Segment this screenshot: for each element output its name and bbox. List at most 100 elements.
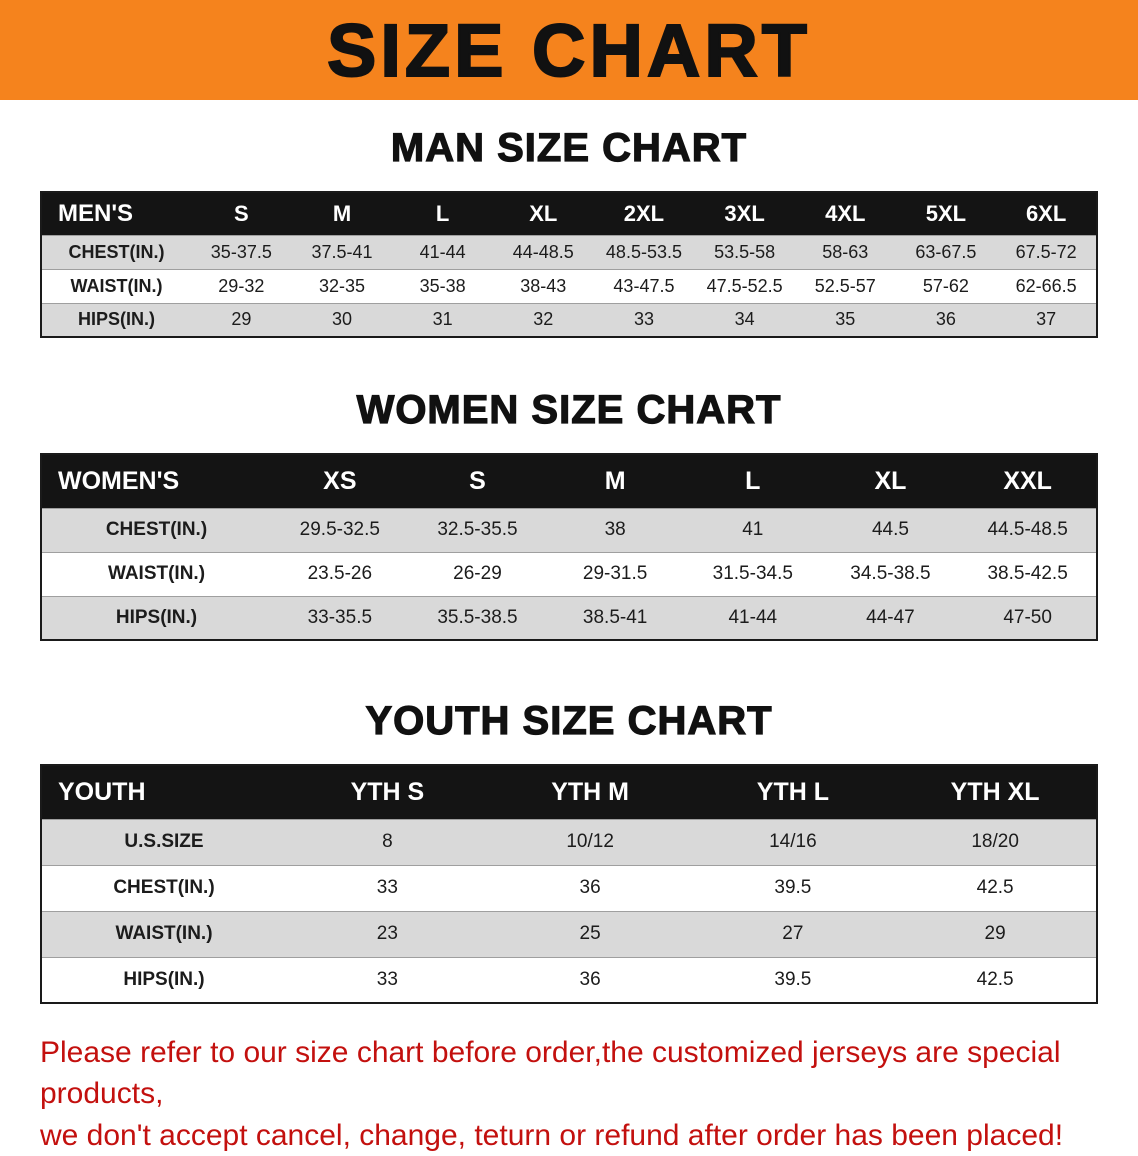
table-row: CHEST(IN.) 35-37.5 37.5-41 41-44 44-48.5… bbox=[41, 235, 1097, 269]
column-header: L bbox=[683, 454, 822, 508]
table-cell: 48.5-53.5 bbox=[593, 235, 695, 269]
table-cell: 44.5 bbox=[821, 508, 960, 552]
column-header: 2XL bbox=[593, 192, 695, 235]
table-row: WAIST(IN.) 29-32 32-35 35-38 38-43 43-47… bbox=[41, 269, 1097, 303]
table-row: HIPS(IN.) 33 36 39.5 42.5 bbox=[41, 957, 1097, 1003]
table-cell: 32.5-35.5 bbox=[408, 508, 547, 552]
table-cell: 35 bbox=[794, 303, 896, 337]
table-cell: 42.5 bbox=[894, 957, 1097, 1003]
column-header: XXL bbox=[959, 454, 1097, 508]
row-label: HIPS(IN.) bbox=[41, 303, 191, 337]
column-header: 4XL bbox=[794, 192, 896, 235]
column-header: WOMEN'S bbox=[41, 454, 271, 508]
row-label: WAIST(IN.) bbox=[41, 269, 191, 303]
column-header: XS bbox=[271, 454, 409, 508]
table-row: U.S.SIZE 8 10/12 14/16 18/20 bbox=[41, 819, 1097, 865]
column-header: S bbox=[408, 454, 547, 508]
table-cell: 47.5-52.5 bbox=[694, 269, 795, 303]
table-cell: 38 bbox=[546, 508, 684, 552]
table-cell: 43-47.5 bbox=[593, 269, 695, 303]
table-row: HIPS(IN.) 33-35.5 35.5-38.5 38.5-41 41-4… bbox=[41, 596, 1097, 640]
table-cell: 29-32 bbox=[191, 269, 292, 303]
table-cell: 34.5-38.5 bbox=[821, 552, 960, 596]
column-header: YTH XL bbox=[894, 765, 1097, 819]
table-cell: 33 bbox=[286, 957, 489, 1003]
table-cell: 33-35.5 bbox=[271, 596, 409, 640]
disclaimer-line-1: Please refer to our size chart before or… bbox=[40, 1036, 1061, 1111]
table-cell: 10/12 bbox=[488, 819, 692, 865]
table-cell: 23.5-26 bbox=[271, 552, 409, 596]
table-cell: 29.5-32.5 bbox=[271, 508, 409, 552]
table-cell: 33 bbox=[593, 303, 695, 337]
table-row: WAIST(IN.) 23 25 27 29 bbox=[41, 911, 1097, 957]
table-cell: 42.5 bbox=[894, 865, 1097, 911]
table-cell: 8 bbox=[286, 819, 489, 865]
table-cell: 38.5-41 bbox=[546, 596, 684, 640]
table-cell: 36 bbox=[895, 303, 997, 337]
column-header: 3XL bbox=[694, 192, 795, 235]
table-cell: 34 bbox=[694, 303, 795, 337]
column-header: YTH S bbox=[286, 765, 489, 819]
row-label: HIPS(IN.) bbox=[41, 596, 271, 640]
table-row: WAIST(IN.) 23.5-26 26-29 29-31.5 31.5-34… bbox=[41, 552, 1097, 596]
men-size-table: MEN'S S M L XL 2XL 3XL 4XL 5XL 6XL CHEST… bbox=[40, 191, 1098, 338]
row-label: WAIST(IN.) bbox=[41, 552, 271, 596]
banner-title: SIZE CHART bbox=[326, 8, 811, 93]
banner: SIZE CHART bbox=[0, 0, 1138, 100]
table-cell: 38.5-42.5 bbox=[959, 552, 1097, 596]
women-section-heading: WOMEN SIZE CHART bbox=[356, 387, 782, 432]
table-cell: 41-44 bbox=[683, 596, 822, 640]
youth-size-table: YOUTH YTH S YTH M YTH L YTH XL U.S.SIZE … bbox=[40, 764, 1098, 1004]
table-cell: 37.5-41 bbox=[291, 235, 393, 269]
table-row: CHEST(IN.) 33 36 39.5 42.5 bbox=[41, 865, 1097, 911]
column-header: 5XL bbox=[895, 192, 997, 235]
table-cell: 62-66.5 bbox=[996, 269, 1097, 303]
table-cell: 31.5-34.5 bbox=[683, 552, 822, 596]
table-cell: 35-37.5 bbox=[191, 235, 292, 269]
table-cell: 39.5 bbox=[691, 957, 895, 1003]
column-header: XL bbox=[821, 454, 960, 508]
youth-header-row: YOUTH YTH S YTH M YTH L YTH XL bbox=[41, 765, 1097, 819]
table-cell: 30 bbox=[291, 303, 393, 337]
table-cell: 14/16 bbox=[691, 819, 895, 865]
women-size-table: WOMEN'S XS S M L XL XXL CHEST(IN.) 29.5-… bbox=[40, 453, 1098, 641]
table-cell: 47-50 bbox=[959, 596, 1097, 640]
table-cell: 44-48.5 bbox=[492, 235, 594, 269]
table-cell: 52.5-57 bbox=[794, 269, 896, 303]
table-cell: 18/20 bbox=[894, 819, 1097, 865]
table-cell: 32-35 bbox=[291, 269, 393, 303]
table-cell: 39.5 bbox=[691, 865, 895, 911]
table-cell: 44.5-48.5 bbox=[959, 508, 1097, 552]
table-cell: 33 bbox=[286, 865, 489, 911]
table-cell: 57-62 bbox=[895, 269, 997, 303]
table-cell: 25 bbox=[488, 911, 692, 957]
column-header: YTH L bbox=[691, 765, 895, 819]
table-cell: 27 bbox=[691, 911, 895, 957]
table-cell: 44-47 bbox=[821, 596, 960, 640]
table-row: HIPS(IN.) 29 30 31 32 33 34 35 36 37 bbox=[41, 303, 1097, 337]
table-cell: 37 bbox=[996, 303, 1097, 337]
row-label: CHEST(IN.) bbox=[41, 865, 286, 911]
column-header: XL bbox=[492, 192, 594, 235]
column-header: S bbox=[191, 192, 292, 235]
table-cell: 36 bbox=[488, 865, 692, 911]
table-cell: 63-67.5 bbox=[895, 235, 997, 269]
column-header: MEN'S bbox=[41, 192, 191, 235]
table-cell: 35.5-38.5 bbox=[408, 596, 547, 640]
row-label: CHEST(IN.) bbox=[41, 235, 191, 269]
disclaimer-text: Please refer to our size chart before or… bbox=[40, 1032, 1118, 1156]
table-cell: 31 bbox=[392, 303, 493, 337]
table-cell: 29 bbox=[894, 911, 1097, 957]
disclaimer-line-2: we don't accept cancel, change, teturn o… bbox=[40, 1118, 1064, 1152]
men-header-row: MEN'S S M L XL 2XL 3XL 4XL 5XL 6XL bbox=[41, 192, 1097, 235]
youth-section-heading: YOUTH SIZE CHART bbox=[365, 698, 773, 743]
column-header: M bbox=[291, 192, 393, 235]
row-label: CHEST(IN.) bbox=[41, 508, 271, 552]
table-cell: 36 bbox=[488, 957, 692, 1003]
row-label: U.S.SIZE bbox=[41, 819, 286, 865]
table-cell: 41 bbox=[683, 508, 822, 552]
row-label: WAIST(IN.) bbox=[41, 911, 286, 957]
table-cell: 35-38 bbox=[392, 269, 493, 303]
table-cell: 41-44 bbox=[392, 235, 493, 269]
table-cell: 23 bbox=[286, 911, 489, 957]
